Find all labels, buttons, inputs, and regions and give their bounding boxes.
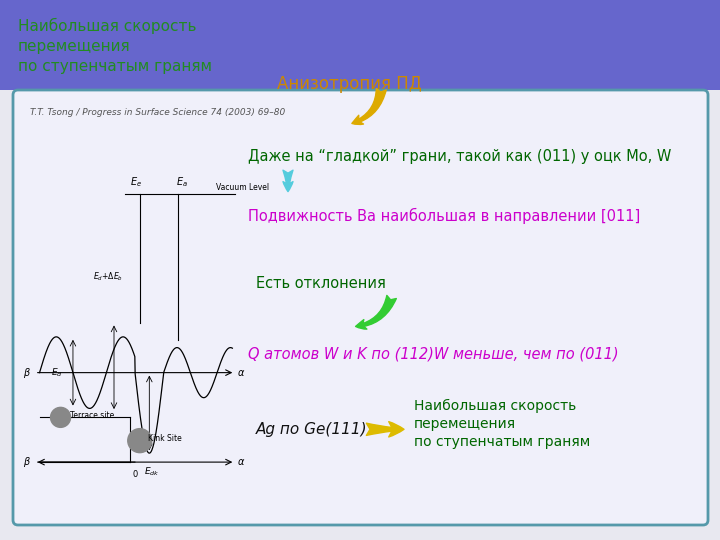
Circle shape xyxy=(127,429,152,453)
Text: Ag по Ge(111): Ag по Ge(111) xyxy=(256,422,367,437)
Text: Наибольшая скорость
перемещения
по ступенчатым граням: Наибольшая скорость перемещения по ступе… xyxy=(414,399,590,449)
Text: Kink Site: Kink Site xyxy=(148,434,182,443)
Text: $E_a$: $E_a$ xyxy=(176,176,188,190)
Text: 0: 0 xyxy=(132,470,138,479)
Ellipse shape xyxy=(0,0,720,83)
Circle shape xyxy=(50,407,71,427)
Text: $\beta$: $\beta$ xyxy=(23,455,31,469)
Text: $\beta$: $\beta$ xyxy=(23,366,31,380)
Text: $\alpha$: $\alpha$ xyxy=(237,457,246,467)
Text: $E_{dk}$: $E_{dk}$ xyxy=(145,465,160,478)
Text: $E_d$: $E_d$ xyxy=(50,366,62,379)
Text: $E_e$: $E_e$ xyxy=(130,176,142,190)
Text: T.T. Tsong / Progress in Surface Science 74 (2003) 69–80: T.T. Tsong / Progress in Surface Science… xyxy=(30,108,285,117)
Text: Наибольшая скорость
перемещения
по ступенчатым граням: Наибольшая скорость перемещения по ступе… xyxy=(18,18,212,74)
Text: Q атомов W и K по (112)W меньше, чем по (011): Q атомов W и K по (112)W меньше, чем по … xyxy=(248,346,619,361)
Text: Даже на “гладкой” грани, такой как (011) у оцк Mo, W: Даже на “гладкой” грани, такой как (011)… xyxy=(248,149,672,164)
Text: $E_d$+$\Delta E_b$: $E_d$+$\Delta E_b$ xyxy=(94,271,123,283)
Polygon shape xyxy=(0,0,720,85)
Text: Анизотропия ПД: Анизотропия ПД xyxy=(277,75,422,93)
Text: $\alpha$: $\alpha$ xyxy=(237,368,246,377)
FancyBboxPatch shape xyxy=(13,90,708,525)
FancyBboxPatch shape xyxy=(0,0,720,90)
Text: Terrace site: Terrace site xyxy=(70,411,114,420)
Text: Есть отклонения: Есть отклонения xyxy=(256,276,385,291)
Text: Подвижность Ba наибольшая в направлении [011]: Подвижность Ba наибольшая в направлении … xyxy=(248,208,641,224)
Text: Vacuum Level: Vacuum Level xyxy=(216,183,269,192)
